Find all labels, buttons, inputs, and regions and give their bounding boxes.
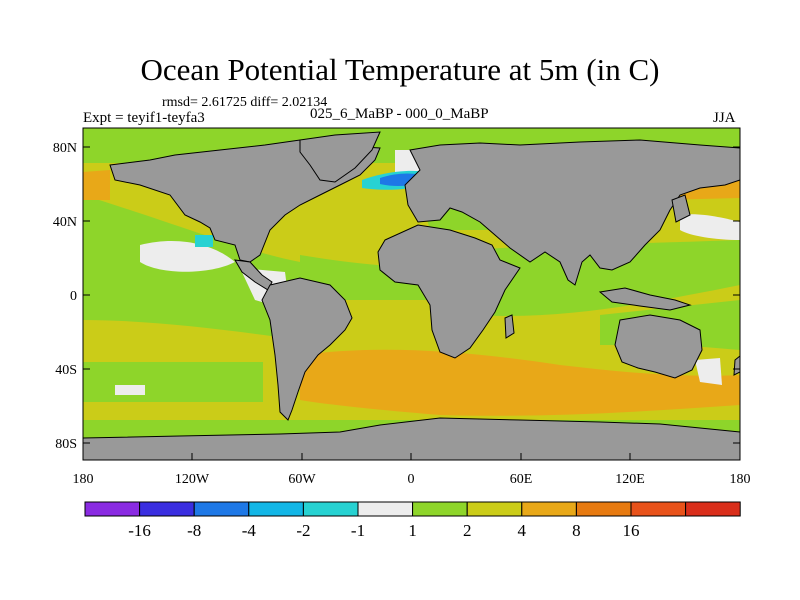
lat-label-0: 0: [70, 289, 77, 304]
greenland: [299, 131, 381, 183]
lon-label-180w: 180: [73, 472, 94, 487]
africa: [377, 224, 521, 359]
colorbar-box-7: [466, 501, 523, 517]
south-pacific-green: [83, 362, 263, 402]
pacific-cyan: [195, 235, 213, 247]
colorbar-label-8: 8: [572, 521, 581, 540]
colorbar-box-5: [357, 501, 414, 517]
colorbar: [84, 501, 741, 517]
colorbar-box-6: [412, 501, 468, 517]
new-zealand: [733, 355, 740, 376]
colorbar-box-11: [685, 501, 741, 517]
indonesia: [598, 287, 692, 311]
antarctica: [83, 417, 740, 460]
australia: [614, 314, 703, 379]
lon-label-60e: 60E: [510, 472, 533, 487]
colorbar-label-1: -8: [187, 521, 201, 540]
colorbar-label-3: -2: [296, 521, 310, 540]
colorbar-box-2: [193, 501, 250, 517]
north-america: [109, 139, 381, 263]
colorbar-label-2: -4: [242, 521, 257, 540]
bering-orange: [83, 170, 110, 200]
lon-label-0: 0: [408, 472, 415, 487]
colorbar-label-9: 16: [623, 521, 640, 540]
lat-label-40n: 40N: [53, 215, 77, 230]
lon-labels: 180 120W 60W 0 60E 120E 180: [73, 472, 751, 487]
colorbar-box-9: [575, 501, 632, 517]
south-america: [261, 277, 353, 421]
colorbar-label-5: 1: [408, 521, 417, 540]
comparison-label: 025_6_MaBP - 000_0_MaBP: [310, 106, 489, 122]
lon-label-60w: 60W: [288, 472, 316, 487]
colorbar-box-1: [139, 501, 195, 517]
pacific-white-patch: [140, 241, 235, 272]
colorbar-label-0: -16: [128, 521, 151, 540]
land-masses: [83, 131, 740, 460]
lon-label-120e: 120E: [615, 472, 645, 487]
season-label: JJA: [713, 110, 736, 126]
stats-text: rmsd= 2.61725 diff= 2.02134: [162, 95, 328, 110]
eurasia: [404, 139, 740, 286]
lon-label-180e: 180: [730, 472, 751, 487]
lon-tick-marks: [191, 453, 631, 460]
west-pacific-white: [680, 214, 740, 240]
indian-green-band: [470, 240, 740, 316]
lon-label-120w: 120W: [175, 472, 210, 487]
lat-label-80n: 80N: [53, 141, 77, 156]
madagascar: [504, 314, 515, 339]
tasman-white: [695, 358, 722, 385]
colorbar-box-10: [630, 501, 687, 517]
colorbar-box-8: [521, 501, 577, 517]
map-panel: [83, 128, 740, 460]
southern-ocean-orange: [300, 349, 740, 416]
colorbar-box-3: [248, 501, 304, 517]
colorbar-label-7: 4: [518, 521, 527, 540]
colorbar-labels: -16 -8 -4 -2 -1 1 2 4 8 16: [128, 521, 639, 540]
colorbar-label-6: 2: [463, 521, 472, 540]
lat-tick-marks: [83, 146, 740, 444]
south-pacific-white: [115, 385, 145, 395]
colorbar-box-4: [302, 501, 359, 517]
colorbar-label-4: -1: [351, 521, 365, 540]
colorbar-box-0: [84, 501, 141, 517]
lat-labels: 80N 40N 0 40S 80S: [53, 141, 77, 452]
lat-label-40s: 40S: [55, 363, 77, 378]
experiment-label: Expt = teyif1-teyfa3: [83, 110, 205, 126]
japan: [671, 194, 691, 223]
map-title: Ocean Potential Temperature at 5m (in C): [140, 52, 660, 87]
lat-label-80s: 80S: [55, 437, 77, 452]
